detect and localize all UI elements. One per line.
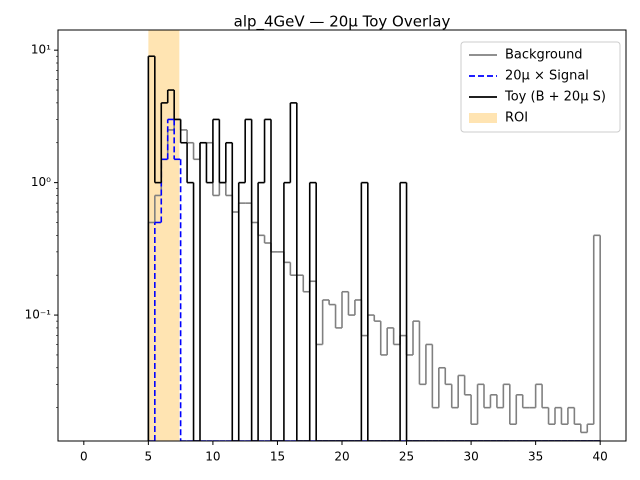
chart-title: alp_4GeV — 20μ Toy Overlay — [234, 13, 451, 32]
legend-label: Background — [505, 48, 583, 63]
x-tick-label: 40 — [593, 450, 608, 464]
x-tick-label: 15 — [270, 450, 285, 464]
y-tick-label: 10¹ — [31, 43, 51, 57]
legend-swatch — [469, 113, 497, 123]
plot-area — [147, 55, 601, 441]
legend-label: 20μ × Signal — [505, 69, 589, 84]
x-tick-label: 35 — [528, 450, 543, 464]
x-tick-label: 20 — [334, 450, 349, 464]
x-tick-label: 10 — [205, 450, 220, 464]
x-tick-label: 0 — [80, 450, 88, 464]
legend-label: ROI — [505, 111, 528, 126]
y-tick-label: 10⁰ — [31, 175, 51, 189]
legend-label: Toy (B + 20μ S) — [504, 90, 606, 105]
x-tick-label: 5 — [145, 450, 153, 464]
x-tick-label: 30 — [463, 450, 478, 464]
y-tick-label: 10⁻¹ — [25, 308, 52, 322]
x-tick-label: 25 — [399, 450, 414, 464]
legend-box — [460, 41, 621, 133]
